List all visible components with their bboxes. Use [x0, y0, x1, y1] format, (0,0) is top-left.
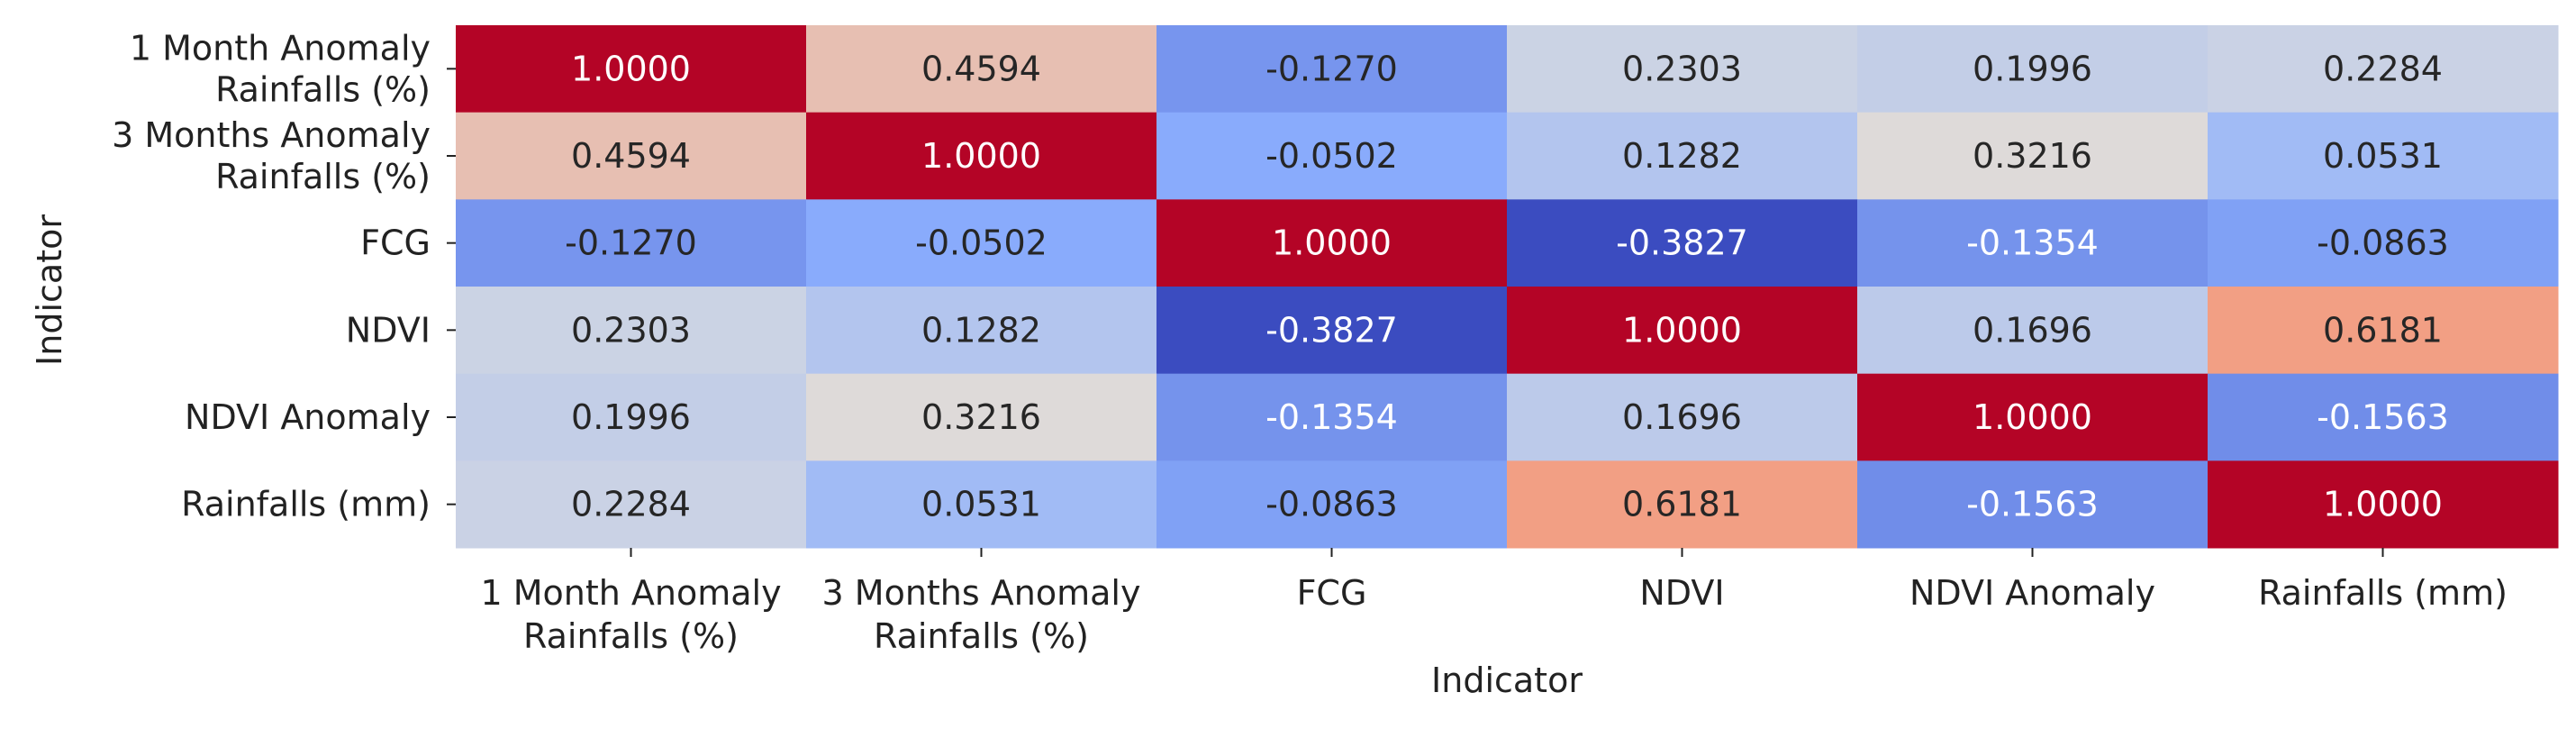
- cell-value-label-r5-c3: 0.6181: [1622, 485, 1742, 524]
- cell-value-label-r4-c5: -0.1563: [2317, 397, 2449, 437]
- annotations-layer: 1.0000 0.4594 -0.1270 0.2303 0.1996 0.2284 0.4…: [565, 49, 2449, 524]
- heatmap-cell-r0-c4: [1857, 25, 2209, 114]
- heatmap-cell-r3-c1: [806, 287, 1157, 375]
- y-tick-label-0: 1 Month Anomaly Rainfalls (%): [130, 28, 431, 109]
- heatmap-cell-r3-c0: [456, 287, 807, 375]
- heatmap-cell-r4-c4: [1857, 373, 2209, 461]
- cell-value-label-r1-c5: 0.0531: [2323, 136, 2443, 176]
- x-tick-label-3: NDVI: [1639, 573, 1724, 613]
- cell-value-label-r5-c5: 1.0000: [2323, 485, 2443, 524]
- heatmap-cell-r0-c3: [1507, 25, 1858, 114]
- cell-value-label-r5-c4: -0.1563: [1966, 485, 2099, 524]
- heatmap-cell-r1-c0: [456, 112, 807, 200]
- heatmap-cell-r2-c1: [806, 199, 1157, 287]
- cell-value-label-r5-c2: -0.0863: [1265, 485, 1398, 524]
- cell-value-label-r4-c4: 1.0000: [1973, 397, 2092, 437]
- heatmap-cell-r3-c2: [1156, 287, 1508, 375]
- cells-layer: [456, 25, 2559, 549]
- heatmap-cell-r4-c5: [2208, 373, 2559, 461]
- heatmap-cell-r2-c4: [1857, 199, 2209, 287]
- x-ticks-layer: 1 Month Anomaly Rainfalls (%) 3 Months Ano…: [480, 548, 2508, 656]
- heatmap-cell-r2-c3: [1507, 199, 1858, 287]
- cell-value-label-r1-c3: 0.1282: [1622, 136, 1742, 176]
- heatmap-cell-r0-c1: [806, 25, 1157, 114]
- cell-value-label-r4-c3: 0.1696: [1622, 397, 1742, 437]
- cell-value-label-r1-c4: 0.3216: [1973, 136, 2092, 176]
- heatmap-cell-r4-c3: [1507, 373, 1858, 461]
- cell-value-label-r4-c2: -0.1354: [1265, 397, 1398, 437]
- cell-value-label-r2-c0: -0.1270: [565, 223, 697, 263]
- cell-value-label-r3-c0: 0.2303: [571, 310, 691, 350]
- y-tick-label-1: 3 Months Anomaly Rainfalls (%): [112, 115, 431, 196]
- cell-value-label-r1-c0: 0.4594: [571, 136, 691, 176]
- cell-value-label-r3-c5: 0.6181: [2323, 310, 2443, 350]
- heatmap-cell-r0-c0: [456, 25, 807, 114]
- cell-value-label-r3-c3: 1.0000: [1622, 310, 1742, 350]
- cell-value-label-r0-c4: 0.1996: [1973, 49, 2092, 88]
- cell-value-label-r4-c0: 0.1996: [571, 397, 691, 437]
- y-tick-label-3: NDVI: [346, 310, 431, 350]
- heatmap-cell-r1-c1: [806, 112, 1157, 200]
- cell-value-label-r3-c4: 0.1696: [1973, 310, 2092, 350]
- cell-value-label-r3-c2: -0.3827: [1265, 310, 1398, 350]
- cell-value-label-r2-c1: -0.0502: [915, 223, 1048, 263]
- x-tick-label-5: Rainfalls (mm): [2258, 573, 2508, 613]
- heatmap-cell-r5-c2: [1156, 460, 1508, 549]
- heatmap-cell-r1-c2: [1156, 112, 1508, 200]
- y-tick-label-4: NDVI Anomaly: [185, 397, 431, 437]
- x-tick-label-2: FCG: [1297, 573, 1367, 613]
- cell-value-label-r0-c3: 0.2303: [1622, 49, 1742, 88]
- heatmap-cell-r0-c2: [1156, 25, 1508, 114]
- heatmap-cell-r2-c0: [456, 199, 807, 287]
- heatmap-cell-r3-c4: [1857, 287, 2209, 375]
- cell-value-label-r1-c2: -0.0502: [1265, 136, 1398, 176]
- cell-value-label-r0-c5: 0.2284: [2323, 49, 2443, 88]
- cell-value-label-r0-c2: -0.1270: [1265, 49, 1398, 88]
- heatmap-cell-r1-c4: [1857, 112, 2209, 200]
- heatmap-cell-r1-c3: [1507, 112, 1858, 200]
- cell-value-label-r0-c0: 1.0000: [571, 49, 691, 88]
- heatmap-cell-r5-c4: [1857, 460, 2209, 549]
- x-tick-label-4: NDVI Anomaly: [1909, 573, 2155, 613]
- heatmap-cell-r4-c0: [456, 373, 807, 461]
- heatmap-cell-r1-c5: [2208, 112, 2559, 200]
- cell-value-label-r5-c1: 0.0531: [921, 485, 1041, 524]
- y-axis-label: Indicator: [30, 214, 69, 366]
- heatmap-cell-r5-c5: [2208, 460, 2559, 549]
- heatmap-cell-r3-c5: [2208, 287, 2559, 375]
- cell-value-label-r0-c1: 0.4594: [921, 49, 1041, 88]
- cell-value-label-r1-c1: 1.0000: [921, 136, 1041, 176]
- x-tick-label-1: 3 Months Anomaly Rainfalls (%): [822, 573, 1141, 656]
- cell-value-label-r2-c4: -0.1354: [1966, 223, 2099, 263]
- heatmap-cell-r5-c1: [806, 460, 1157, 549]
- y-tick-label-5: Rainfalls (mm): [181, 485, 431, 524]
- y-tick-label-2: FCG: [360, 223, 431, 263]
- x-axis-label: Indicator: [1431, 661, 1583, 700]
- heatmap-cell-r5-c3: [1507, 460, 1858, 549]
- x-tick-label-0: 1 Month Anomaly Rainfalls (%): [480, 573, 781, 656]
- heatmap-cell-r4-c1: [806, 373, 1157, 461]
- cell-value-label-r5-c0: 0.2284: [571, 485, 691, 524]
- cell-value-label-r2-c3: -0.3827: [1616, 223, 1748, 263]
- cell-value-label-r2-c2: 1.0000: [1272, 223, 1392, 263]
- y-ticks-layer: 1 Month Anomaly Rainfalls (%)3 Months Ano…: [112, 28, 456, 524]
- heatmap-cell-r3-c3: [1507, 287, 1858, 375]
- heatmap-cell-r2-c2: [1156, 199, 1508, 287]
- cell-value-label-r4-c1: 0.3216: [921, 397, 1041, 437]
- heatmap-cell-r2-c5: [2208, 199, 2559, 287]
- heatmap-cell-r4-c2: [1156, 373, 1508, 461]
- heatmap-cell-r0-c5: [2208, 25, 2559, 114]
- cell-value-label-r3-c1: 0.1282: [921, 310, 1041, 350]
- cell-value-label-r2-c5: -0.0863: [2317, 223, 2449, 263]
- heatmap-cell-r5-c0: [456, 460, 807, 549]
